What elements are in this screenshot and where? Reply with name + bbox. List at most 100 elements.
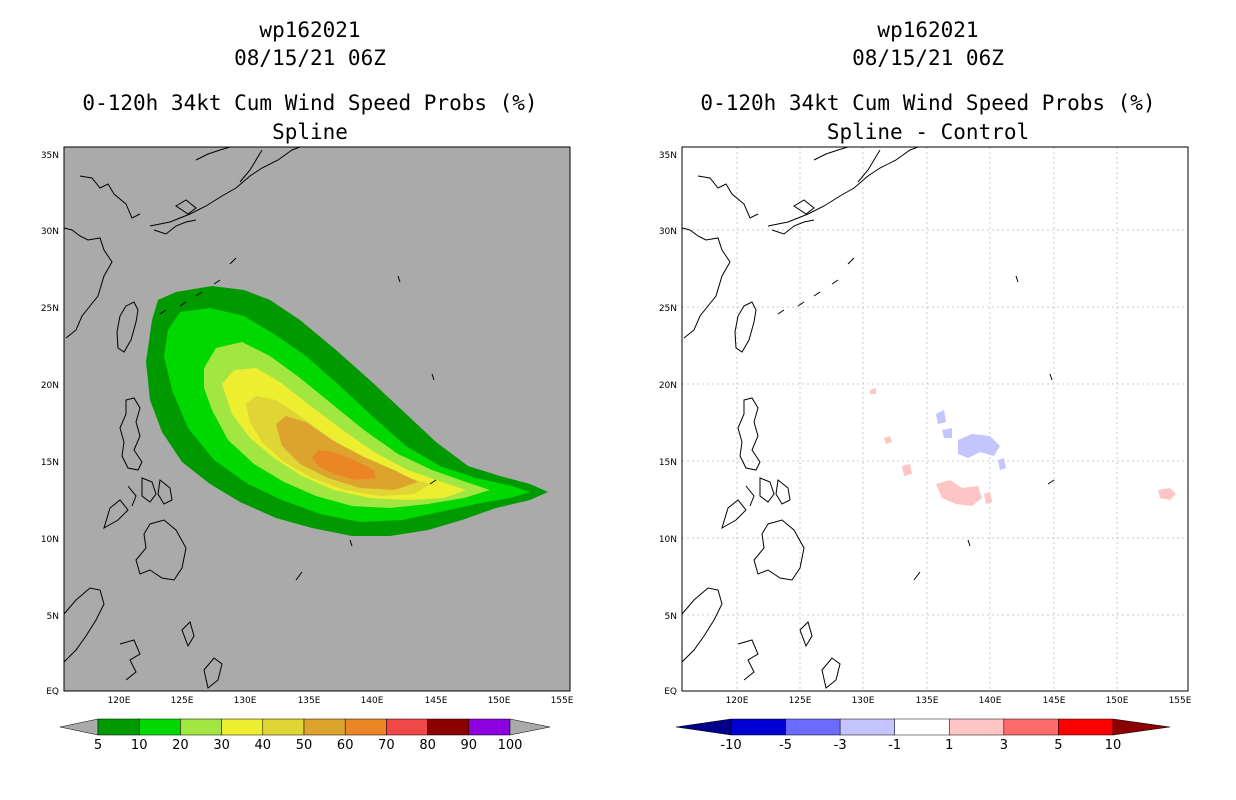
left-colorbar-high-arrow [509, 718, 551, 736]
right-gridlines [682, 147, 1188, 691]
lat-tick-35N: 35N [659, 151, 677, 161]
left-colorbar-label: 20 [172, 738, 189, 753]
lon-tick-130E: 130E [852, 696, 875, 706]
lat-tick-30N: 30N [659, 227, 677, 237]
lon-tick-155E: 155E [1169, 696, 1192, 706]
left-title-storm-id: wp162021 [259, 18, 361, 42]
left-colorbar-swatch [468, 718, 511, 736]
lat-tick-30N: 30N [41, 227, 59, 237]
diff-blob-positive [936, 480, 982, 506]
right-map-background [682, 147, 1188, 691]
left-colorbar-label: 10 [131, 738, 148, 753]
right-colorbar-swatch [1058, 718, 1114, 736]
left-lon-ticks: 120E 125E 130E 135E 140E 145E 150E 155E [108, 696, 574, 706]
lon-tick-120E: 120E [726, 696, 749, 706]
lat-tick-5N: 5N [665, 612, 677, 622]
right-colorbar-swatch [1003, 718, 1059, 736]
right-colorbar-swatch [839, 718, 895, 736]
right-colorbar-label: 3 [1000, 738, 1008, 753]
diff-blob-positive [870, 388, 876, 394]
lon-tick-135E: 135E [916, 696, 939, 706]
lon-tick-125E: 125E [789, 696, 812, 706]
left-map-frame [63, 146, 571, 692]
right-diff-blobs [870, 388, 1176, 506]
right-colorbar-label: -10 [720, 738, 741, 753]
lon-tick-145E: 145E [425, 696, 448, 706]
lat-tick-EQ: EQ [664, 687, 677, 697]
lon-tick-140E: 140E [979, 696, 1002, 706]
left-colorbar-label: 50 [296, 738, 313, 753]
right-title-storm-id: wp162021 [877, 18, 979, 42]
left-colorbar-swatch [221, 718, 264, 736]
left-colorbar-low-arrow [59, 718, 99, 736]
lon-tick-130E: 130E [234, 696, 257, 706]
right-colorbar-swatch [949, 718, 1005, 736]
right-colorbar: -10 -5 -3 -1 1 3 5 10 [675, 718, 1171, 753]
lat-tick-20N: 20N [41, 381, 59, 391]
left-colorbar-swatch [303, 718, 346, 736]
right-colorbar-label: 10 [1105, 738, 1122, 753]
right-colorbar-label: 1 [945, 738, 953, 753]
lon-tick-135E: 135E [298, 696, 321, 706]
right-title-datetime: 08/15/21 06Z [852, 46, 1004, 70]
lat-tick-15N: 15N [659, 458, 677, 468]
diff-blob-positive [902, 464, 912, 476]
right-map-frame [681, 146, 1189, 692]
right-colorbar-low-arrow [675, 718, 732, 736]
left-title-method: Spline [272, 120, 348, 144]
right-colorbar-label: -1 [888, 738, 901, 753]
right-lat-ticks: 35N 30N 25N 20N 15N 10N 5N EQ [659, 151, 677, 697]
left-colorbar-label: 100 [498, 738, 523, 753]
right-colorbar-swatch [730, 718, 786, 736]
left-colorbar: 5 10 20 30 40 50 60 70 80 90 100 [59, 718, 551, 753]
prob-contour-30 [222, 368, 466, 500]
lat-tick-5N: 5N [47, 612, 59, 622]
lat-tick-10N: 10N [41, 535, 59, 545]
right-colorbar-swatch [894, 718, 950, 736]
left-colorbar-swatch [262, 718, 305, 736]
lat-tick-EQ: EQ [46, 687, 59, 697]
left-colorbar-swatch [138, 718, 181, 736]
left-lat-ticks: 35N 30N 25N 20N 15N 10N 5N EQ [41, 151, 59, 697]
diff-blob-positive [984, 492, 992, 504]
left-colorbar-label: 30 [213, 738, 230, 753]
lon-tick-155E: 155E [551, 696, 574, 706]
right-colorbar-label: 5 [1054, 738, 1062, 753]
left-colorbar-swatch [386, 718, 428, 736]
lon-tick-145E: 145E [1043, 696, 1066, 706]
left-title-product: 0-120h 34kt Cum Wind Speed Probs (%) [82, 91, 538, 115]
lat-tick-15N: 15N [41, 458, 59, 468]
left-colorbar-label: 60 [337, 738, 354, 753]
right-colorbar-label: -3 [834, 738, 847, 753]
lon-tick-125E: 125E [171, 696, 194, 706]
diff-blob-negative [942, 428, 952, 438]
lon-tick-150E: 150E [488, 696, 511, 706]
left-colorbar-label: 80 [419, 738, 436, 753]
lat-tick-25N: 25N [659, 304, 677, 314]
left-colorbar-swatch [97, 718, 140, 736]
right-colorbar-high-arrow [1112, 718, 1171, 736]
prob-contour-50 [276, 416, 418, 490]
right-colorbar-label: -5 [779, 738, 792, 753]
left-colorbar-swatch [344, 718, 387, 736]
left-colorbar-label: 90 [461, 738, 478, 753]
lon-tick-140E: 140E [361, 696, 384, 706]
left-colorbar-label: 70 [378, 738, 395, 753]
lat-tick-10N: 10N [659, 535, 677, 545]
left-colorbar-label: 40 [255, 738, 272, 753]
left-map-panel: 120E 125E 130E 135E 140E 145E 150E 155E … [41, 146, 574, 706]
left-title-datetime: 08/15/21 06Z [234, 46, 386, 70]
right-title-method: Spline - Control [826, 120, 1030, 144]
right-title-product: 0-120h 34kt Cum Wind Speed Probs (%) [700, 91, 1156, 115]
lat-tick-25N: 25N [41, 304, 59, 314]
right-lon-ticks: 120E 125E 130E 135E 140E 145E 150E 155E [726, 696, 1192, 706]
right-colorbar-swatch [785, 718, 841, 736]
diff-blob-positive [1158, 488, 1176, 500]
diff-blob-positive [884, 436, 892, 444]
diff-blob-negative [998, 458, 1006, 470]
left-colorbar-swatch [427, 718, 470, 736]
left-colorbar-label: 5 [94, 738, 102, 753]
diff-blob-negative [936, 410, 946, 424]
lat-tick-20N: 20N [659, 381, 677, 391]
